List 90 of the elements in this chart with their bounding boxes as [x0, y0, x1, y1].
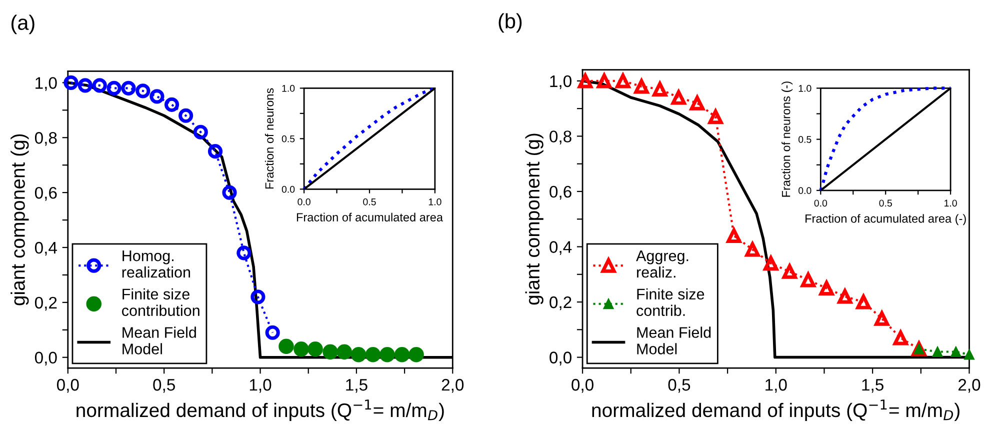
- legend-label: Finite size contrib.: [636, 288, 704, 316]
- x-tick-label: 1.0: [428, 198, 442, 206]
- point: [121, 80, 136, 96]
- x-tick-label: 0.5: [363, 198, 376, 206]
- point: [394, 346, 410, 362]
- point: [932, 346, 943, 357]
- y-axis-title: giant component (g): [10, 134, 29, 306]
- y-tick-label: 0.5: [282, 135, 295, 142]
- point: [106, 80, 122, 96]
- legend-label: Mean Field Model: [637, 326, 711, 354]
- x-tick-label: 1.0: [944, 200, 957, 207]
- x-tick-label: 0,0: [572, 378, 594, 393]
- point: [365, 346, 381, 362]
- point: [380, 346, 395, 362]
- point: [652, 82, 668, 96]
- x-tick-label: 0.0: [814, 200, 828, 207]
- point: [308, 341, 323, 357]
- point: [336, 344, 352, 360]
- point: [250, 290, 266, 304]
- point: [64, 75, 78, 90]
- point: [745, 242, 760, 257]
- y-tick-label: 0,8: [34, 132, 57, 146]
- y-tick-label: 0,8: [550, 130, 572, 144]
- y-tick-label: 0.0: [798, 187, 812, 194]
- y-tick-label: 0.5: [798, 136, 812, 143]
- point: [265, 325, 280, 340]
- y-tick-label: 1.0: [282, 84, 295, 92]
- point: [819, 280, 834, 296]
- point: [856, 294, 871, 310]
- y-tick-label: 0,6: [34, 186, 57, 201]
- y-tick-label: 0,4: [34, 242, 57, 256]
- y-tick-label: 0.0: [282, 186, 295, 193]
- x-axis-title: normalized demand of inputs (Q$^{−1}$= m/m$_{D}$): [592, 400, 960, 421]
- point: [193, 124, 208, 140]
- point: [950, 346, 962, 357]
- point: [893, 330, 908, 346]
- point: [838, 289, 852, 304]
- x-tick-label: 0.0: [298, 198, 310, 206]
- point: [964, 349, 974, 360]
- y-tick-label: 0,2: [550, 296, 572, 310]
- x-axis-title: normalized demand of inputs (Q$^{−1}$= m/m$_{D}$): [76, 400, 444, 421]
- y-axis-title: Fraction of neurons (-): [782, 82, 793, 197]
- x-axis-title: Fraction of acumulated area (-): [806, 214, 966, 226]
- x-tick-label: 0.5: [879, 200, 892, 207]
- point: [164, 97, 180, 112]
- x-tick-label: 0,5: [153, 378, 175, 393]
- y-axis-title: giant component (g): [525, 134, 544, 305]
- legend-label: Aggreg. realiz.: [636, 250, 688, 278]
- point: [294, 341, 309, 357]
- x-tick-label: 2,0: [958, 378, 980, 393]
- point: [278, 338, 294, 354]
- legend-label: Mean Field Model: [122, 326, 196, 354]
- point: [634, 79, 649, 94]
- point: [136, 84, 150, 98]
- x-tick-label: 1,0: [766, 378, 787, 393]
- y-tick-label: 0,0: [34, 352, 57, 366]
- point: [671, 90, 686, 105]
- x-tick-label: 2,0: [442, 378, 464, 393]
- point: [408, 346, 424, 362]
- x-tick-label: 1,5: [862, 379, 884, 393]
- chart-title: (a): [11, 14, 34, 34]
- x-tick-label: 0,5: [668, 378, 690, 393]
- legend-label: Homog. realization: [122, 250, 190, 278]
- point: [222, 185, 237, 200]
- point: [178, 108, 194, 123]
- point: [690, 96, 704, 110]
- x-tick-label: 0,0: [56, 378, 79, 393]
- point: [236, 246, 252, 260]
- legend-label: Finite size contribution: [122, 288, 200, 316]
- y-tick-label: 0,6: [550, 186, 572, 200]
- point: [874, 311, 890, 326]
- point: [150, 89, 164, 104]
- y-tick-label: 1,0: [550, 75, 572, 90]
- x-axis-title: Fraction of acumulated area: [296, 212, 443, 222]
- point: [78, 78, 92, 93]
- point: [350, 346, 366, 362]
- y-tick-label: 1.0: [798, 84, 812, 92]
- y-tick-label: 0,2: [34, 296, 57, 311]
- y-tick-label: 0,0: [550, 352, 572, 366]
- x-tick-label: 1,5: [346, 379, 368, 393]
- x-tick-label: 1,0: [250, 378, 272, 393]
- y-tick-label: 1,0: [36, 77, 57, 91]
- point: [92, 78, 107, 93]
- point: [726, 228, 742, 243]
- point: [322, 344, 338, 360]
- y-axis-title: Fraction of neurons: [264, 88, 274, 189]
- point: [782, 264, 797, 279]
- point: [208, 144, 223, 159]
- y-tick-label: 0,4: [550, 241, 572, 255]
- chart-title: (b): [498, 13, 522, 33]
